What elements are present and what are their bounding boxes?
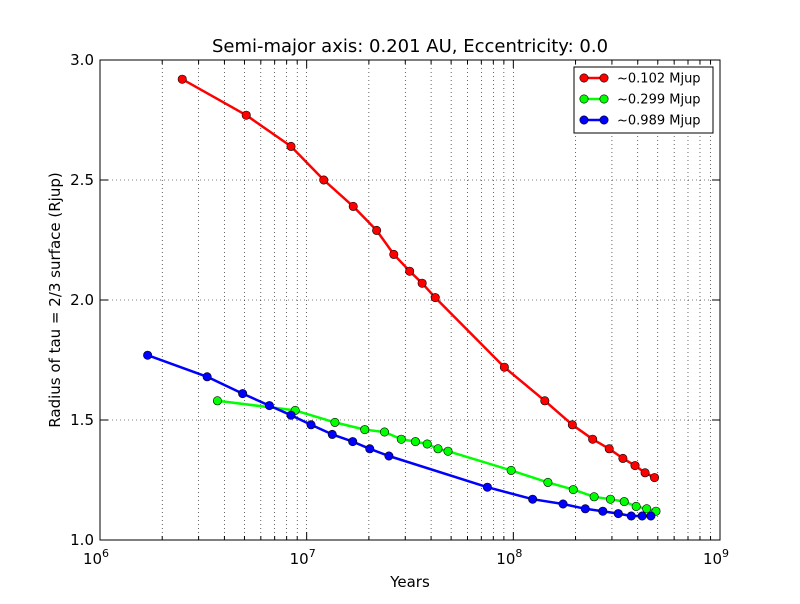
data-point bbox=[588, 434, 598, 444]
legend-marker bbox=[579, 115, 589, 125]
x-tick-label: 109 bbox=[703, 547, 729, 568]
legend-entry: ~0.102 Mjup bbox=[579, 72, 701, 87]
legend-marker bbox=[599, 94, 609, 104]
data-point bbox=[558, 499, 568, 509]
data-point bbox=[580, 504, 590, 514]
data-point bbox=[319, 175, 329, 185]
data-point bbox=[306, 420, 316, 430]
grid bbox=[100, 60, 720, 540]
data-point bbox=[631, 501, 641, 511]
legend-marker bbox=[599, 73, 609, 83]
data-point bbox=[365, 444, 375, 454]
data-point bbox=[384, 451, 394, 461]
data-point bbox=[598, 506, 608, 516]
data-point bbox=[630, 461, 640, 471]
series-3 bbox=[143, 350, 656, 521]
data-point bbox=[618, 453, 628, 463]
data-point bbox=[642, 504, 652, 514]
data-point bbox=[327, 429, 337, 439]
data-point bbox=[589, 492, 599, 502]
y-tick-label: 1.5 bbox=[70, 411, 94, 429]
series-layer bbox=[143, 74, 661, 521]
data-point bbox=[430, 293, 440, 303]
data-point bbox=[143, 350, 153, 360]
data-point bbox=[405, 266, 415, 276]
data-point bbox=[626, 511, 636, 521]
y-tick-label: 3.0 bbox=[70, 51, 94, 69]
data-point bbox=[286, 410, 296, 420]
series-2 bbox=[212, 396, 661, 516]
y-axis-label: Radius of tau = 2/3 surface (Rjup) bbox=[46, 172, 64, 427]
legend-label: ~0.102 Mjup bbox=[617, 72, 701, 87]
data-point bbox=[422, 439, 432, 449]
y-tick-label: 2.0 bbox=[70, 291, 94, 309]
data-point bbox=[330, 417, 340, 427]
data-point bbox=[372, 225, 382, 235]
data-point bbox=[410, 437, 420, 447]
data-point bbox=[543, 477, 553, 487]
data-point bbox=[540, 396, 550, 406]
data-point bbox=[433, 444, 443, 454]
legend-entry: ~0.299 Mjup bbox=[579, 93, 701, 108]
data-point bbox=[238, 389, 248, 399]
data-point bbox=[568, 485, 578, 495]
ticks: 106 107 108 109 1.0 1.5 2.0 2.5 3.0 bbox=[70, 51, 729, 568]
legend-label: ~0.299 Mjup bbox=[617, 93, 701, 108]
data-point bbox=[506, 465, 516, 475]
data-point bbox=[443, 446, 453, 456]
data-point bbox=[389, 249, 399, 259]
data-point bbox=[360, 425, 370, 435]
data-point bbox=[604, 444, 614, 454]
y-tick-label: 2.5 bbox=[70, 171, 94, 189]
data-point bbox=[212, 396, 222, 406]
data-point bbox=[613, 509, 623, 519]
data-point bbox=[528, 494, 538, 504]
legend-marker bbox=[599, 115, 609, 125]
x-tick-label: 106 bbox=[83, 547, 109, 568]
data-point bbox=[348, 437, 358, 447]
legend-marker bbox=[579, 73, 589, 83]
legend-marker bbox=[579, 94, 589, 104]
data-point bbox=[605, 494, 615, 504]
data-point bbox=[348, 201, 358, 211]
y-tick-label: 1.0 bbox=[70, 531, 94, 549]
x-tick-label: 108 bbox=[496, 547, 522, 568]
data-point bbox=[202, 372, 212, 382]
data-point bbox=[567, 420, 577, 430]
legend-entry: ~0.989 Mjup bbox=[579, 114, 701, 129]
series-1 bbox=[177, 74, 659, 483]
data-point bbox=[499, 362, 509, 372]
data-point bbox=[396, 434, 406, 444]
data-point bbox=[379, 427, 389, 437]
data-point bbox=[417, 278, 427, 288]
data-point bbox=[637, 511, 647, 521]
data-point bbox=[264, 401, 274, 411]
x-tick-label: 107 bbox=[290, 547, 316, 568]
legend: ~0.102 Mjup ~0.299 Mjup ~0.989 Mjup bbox=[573, 66, 714, 134]
data-point bbox=[241, 110, 251, 120]
data-point bbox=[286, 141, 296, 151]
data-point bbox=[482, 482, 492, 492]
data-point bbox=[619, 497, 629, 507]
data-point bbox=[649, 473, 659, 483]
x-axis-label: Years bbox=[389, 573, 430, 591]
data-point bbox=[177, 74, 187, 84]
legend-label: ~0.989 Mjup bbox=[617, 114, 701, 129]
data-point bbox=[646, 511, 656, 521]
chart-title: Semi-major axis: 0.201 AU, Eccentricity:… bbox=[212, 36, 608, 57]
data-point bbox=[640, 468, 650, 478]
